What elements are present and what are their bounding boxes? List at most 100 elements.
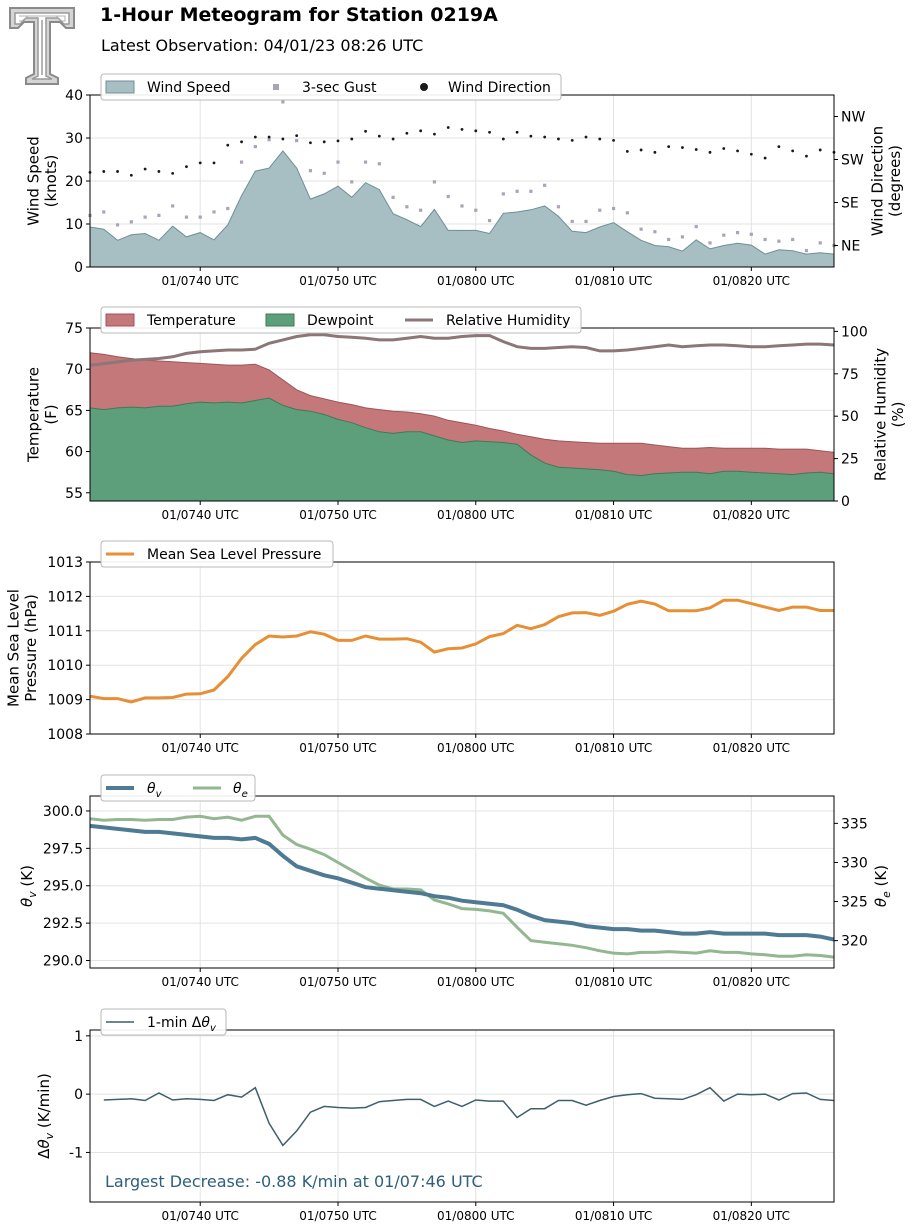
largest-decrease-annotation: Largest Decrease: -0.88 K/min at 01/07:4… xyxy=(105,1172,483,1191)
wind-direction-marker xyxy=(240,140,243,144)
gust-marker xyxy=(515,189,519,193)
legend-dewpoint-swatch xyxy=(265,313,295,327)
wind-direction-marker xyxy=(708,150,712,154)
gust-marker xyxy=(350,180,354,184)
gust-marker xyxy=(267,138,271,142)
wind-direction-marker xyxy=(515,130,519,134)
wind-direction-marker xyxy=(281,137,285,141)
gust-marker xyxy=(653,230,657,234)
legend-theta-e-label: θe xyxy=(233,781,248,800)
gust-marker xyxy=(584,219,588,224)
legend-frame xyxy=(100,540,334,568)
wind-direction-marker xyxy=(681,146,684,149)
y-right-tick-label: 50 xyxy=(841,409,859,425)
wind-direction-marker xyxy=(460,127,464,131)
y-right-tick-label: 25 xyxy=(841,452,859,468)
gust-marker xyxy=(432,180,437,184)
gust-marker xyxy=(556,205,561,209)
legend-wind-speed-swatch xyxy=(105,80,135,94)
wind-direction-marker xyxy=(171,171,175,175)
wind-direction-marker xyxy=(350,137,354,141)
wind-direction-marker xyxy=(129,173,133,177)
y-axis-label-right: θe (K) xyxy=(872,865,893,907)
wind-chart: 01/0740 UTC 01/0750 UTC 01/0800 UTC 01/0810… xyxy=(25,73,904,288)
legend-temperature-label: Temperature xyxy=(146,313,236,329)
wind-direction-marker xyxy=(446,126,450,129)
gust-marker xyxy=(625,211,629,215)
y-tick-label: 55 xyxy=(65,486,83,502)
gust-marker xyxy=(198,215,202,219)
gust-marker xyxy=(226,206,230,211)
y-tick-label: 30 xyxy=(65,131,83,147)
wind-direction-marker xyxy=(529,134,533,138)
gust-marker xyxy=(804,249,809,253)
y-axis-label-right-line: (%) xyxy=(889,402,907,428)
legend-wind-speed-label: Wind Speed xyxy=(147,80,231,96)
wind-direction-marker xyxy=(322,140,326,144)
legend-theta-v-label: θv xyxy=(147,781,163,800)
mslp-line xyxy=(89,598,834,704)
wind-direction-marker xyxy=(267,135,271,139)
y-axis-label: θv (K) xyxy=(18,865,39,907)
x-tick-label: 01/0740 UTC xyxy=(161,508,238,522)
wind-direction-marker xyxy=(694,148,698,151)
legend-dewpoint-label: Dewpoint xyxy=(307,313,374,329)
wind-direction-marker xyxy=(336,139,340,143)
y-axis-label-right: Wind Direction (degrees) xyxy=(869,126,904,236)
x-tick-label: 01/0750 UTC xyxy=(299,274,376,288)
wind-direction-marker xyxy=(474,129,478,133)
legend-rh-label: Relative Humidity xyxy=(446,313,570,329)
wind-direction-marker xyxy=(212,161,216,165)
wind-direction-marker xyxy=(722,147,726,150)
dtheta-line xyxy=(103,1086,835,1147)
y-tick-label: 1011 xyxy=(47,624,83,640)
wind-direction-marker xyxy=(185,165,188,169)
wind-direction-marker xyxy=(639,148,643,152)
y-tick-label: -1 xyxy=(69,1145,83,1161)
x-tick-label: 01/0810 UTC xyxy=(575,975,652,989)
wind-speed-line xyxy=(89,150,835,255)
wind-direction-marker xyxy=(570,138,574,142)
x-tick-label: 01/0810 UTC xyxy=(575,741,652,755)
wind-direction-marker xyxy=(364,129,367,133)
gust-marker xyxy=(129,220,133,224)
wind-direction-marker xyxy=(625,149,629,153)
x-tick-label: 01/0740 UTC xyxy=(161,274,238,288)
gust-marker xyxy=(667,237,671,242)
gust-marker xyxy=(253,145,257,149)
thermo-chart: 01/0740 UTC 01/0750 UTC 01/0800 UTC 01/0810… xyxy=(25,306,907,522)
y-tick-label: 60 xyxy=(65,445,83,461)
y-axis-label-right-text: θe (K) xyxy=(872,865,893,907)
y-right-tick-label: 75 xyxy=(841,367,859,383)
theta-chart: 01/0740 UTC 01/0750 UTC 01/0800 UTC 01/0810… xyxy=(18,774,893,989)
wind-direction-marker xyxy=(433,132,436,136)
y-tick-label: 1009 xyxy=(47,693,83,709)
wind-direction-marker xyxy=(584,135,588,139)
gust-marker xyxy=(377,162,381,166)
y-right-tick-label: 100 xyxy=(841,324,868,340)
legend-frame xyxy=(100,774,256,802)
wind-direction-marker xyxy=(805,154,808,158)
wind-direction-marker xyxy=(763,156,767,160)
wind-direction-marker xyxy=(736,149,739,153)
x-tick-label: 01/0800 UTC xyxy=(437,975,514,989)
plot-frame xyxy=(89,561,835,735)
y-axis-label-right-line: Relative Humidity xyxy=(872,348,890,481)
y-tick-label: 300.0 xyxy=(43,804,83,820)
wind-direction-marker xyxy=(391,137,395,141)
y-tick-label: 75 xyxy=(65,321,83,337)
x-tick-label: 01/0820 UTC xyxy=(713,508,790,522)
legend-direction-label: Wind Direction xyxy=(448,80,551,96)
dtheta-chart: 01/0740 UTC 01/0750 UTC 01/0800 UTC 01/0810… xyxy=(35,1008,835,1223)
x-tick-label: 01/0750 UTC xyxy=(299,1209,376,1223)
wind-direction-marker xyxy=(612,138,615,142)
gust-marker xyxy=(708,241,712,245)
y-axis-label-line: (F) xyxy=(42,404,60,424)
y-axis-label-text: Δθv (K/min) xyxy=(35,1073,56,1159)
legend-frame xyxy=(100,1008,227,1036)
x-tick-label: 01/0740 UTC xyxy=(161,741,238,755)
legend-temperature-swatch xyxy=(105,313,135,327)
grid-lines xyxy=(90,796,834,968)
gust-marker xyxy=(487,218,492,223)
gust-marker xyxy=(446,194,450,199)
